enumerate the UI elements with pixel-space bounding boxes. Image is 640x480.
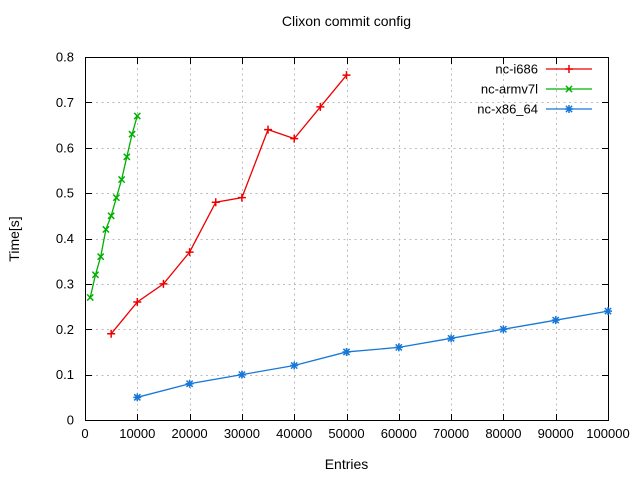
tick-labels: 0 10000 20000 30000 40000 50000 60000 70000 8000… bbox=[56, 50, 630, 442]
legend-sample-marker bbox=[565, 105, 573, 113]
legend: nc-i686 nc-armv7l nc-x86_64 bbox=[477, 62, 592, 117]
legend-entry-nc-x86_64: nc-x86_64 bbox=[477, 102, 592, 117]
series-line-nc-x86_64 bbox=[137, 310, 609, 398]
legend-entry-nc-i686: nc-i686 bbox=[495, 62, 592, 77]
series-nc-x86_64 bbox=[133, 307, 612, 402]
legend-label: nc-armv7l bbox=[481, 82, 538, 97]
series-markers-nc-x86_64 bbox=[133, 307, 612, 402]
y-tick-label: 0.7 bbox=[56, 95, 74, 110]
x-tick-label: 100000 bbox=[586, 426, 629, 441]
series-line-nc-i686 bbox=[110, 74, 348, 335]
x-tick-label: 50000 bbox=[328, 426, 364, 441]
x-tick-label: 40000 bbox=[276, 426, 312, 441]
x-tick-label: 80000 bbox=[485, 426, 521, 441]
series-nc-armv7l bbox=[86, 112, 141, 302]
legend-sample bbox=[546, 85, 592, 93]
x-axis-label: Entries bbox=[324, 456, 369, 472]
x-tick-label: 60000 bbox=[381, 426, 417, 441]
x-tick-label: 10000 bbox=[119, 426, 155, 441]
x-tick-label: 0 bbox=[81, 426, 88, 441]
y-tick-label: 0.5 bbox=[56, 186, 74, 201]
plot-border-and-ticks bbox=[85, 57, 609, 421]
series-markers-nc-i686 bbox=[107, 71, 351, 338]
legend-entry-nc-armv7l: nc-armv7l bbox=[481, 82, 592, 97]
x-tick-label: 70000 bbox=[433, 426, 469, 441]
x-tick-label: 90000 bbox=[538, 426, 574, 441]
y-tick-label: 0.2 bbox=[56, 322, 74, 337]
legend-sample bbox=[546, 105, 592, 113]
y-tick-label: 0.3 bbox=[56, 276, 74, 291]
series-markers-nc-armv7l bbox=[86, 112, 141, 302]
y-tick-label: 0.8 bbox=[56, 50, 74, 65]
y-tick-label: 0.1 bbox=[56, 367, 74, 382]
legend-sample-marker bbox=[565, 85, 573, 93]
plot-border bbox=[85, 57, 609, 421]
y-tick-label: 0.6 bbox=[56, 140, 74, 155]
chart-title: Clixon commit config bbox=[281, 13, 412, 29]
legend-sample-marker bbox=[565, 65, 573, 73]
y-tick-label: 0 bbox=[67, 413, 74, 428]
x-tick-label: 20000 bbox=[172, 426, 208, 441]
series-line-nc-armv7l bbox=[89, 115, 138, 298]
legend-label: nc-x86_64 bbox=[477, 102, 538, 117]
legend-sample bbox=[546, 65, 592, 73]
series-nc-i686 bbox=[107, 71, 351, 338]
legend-label: nc-i686 bbox=[495, 62, 538, 77]
y-tick-label: 0.4 bbox=[56, 231, 74, 246]
x-tick-label: 30000 bbox=[224, 426, 260, 441]
